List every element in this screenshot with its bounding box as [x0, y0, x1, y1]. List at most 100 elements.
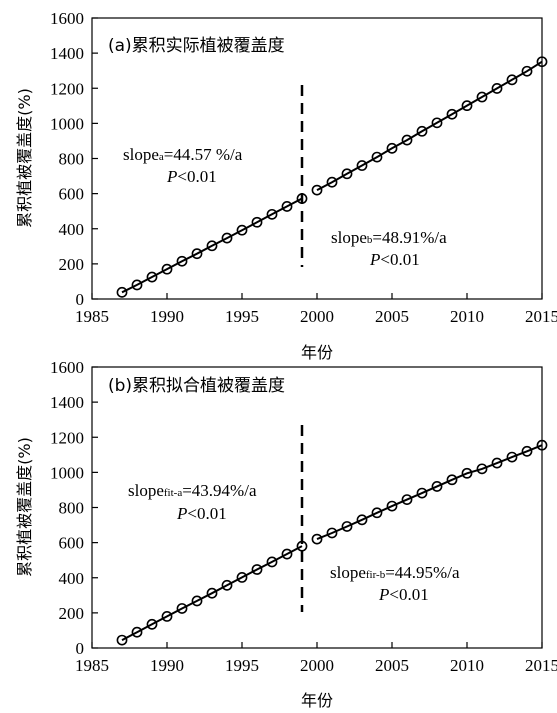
panel-b-x-tick-label-1: 1990 — [150, 656, 184, 675]
panel-a-y-tick-label-5: 1000 — [50, 114, 84, 133]
panel-b-p-b-italic: P — [378, 585, 389, 604]
panel-a-slope-b-label: slopeb=48.91%/a — [331, 228, 447, 247]
panel-b-x-tick-label-4: 2005 — [375, 656, 409, 675]
panel-a-series-1-point-0 — [311, 184, 323, 196]
panel-b-x-axis-title: 年份 — [301, 691, 333, 710]
panel-a-slope-b-sub: b — [367, 234, 373, 246]
panel-b-p-b-rest: <0.01 — [389, 585, 428, 604]
panel-a-series-0-point-5 — [191, 248, 203, 260]
panel-b-series-1-point-10 — [461, 467, 473, 479]
panel-b-series-1-point-8 — [431, 481, 443, 492]
panel-b-series-1-point-1 — [326, 527, 338, 539]
panel-a-series-0-point-6 — [206, 240, 218, 252]
panel-a-x-axis-title: 年份 — [301, 343, 333, 362]
panel-a-p-b-italic: P — [369, 250, 380, 269]
panel-a-series-0-line — [121, 197, 303, 294]
panel-b-slope-a-value: =43.94%/a — [182, 481, 257, 500]
panel-b-y-tick-label-8: 1600 — [50, 358, 84, 377]
panel-a-y-tick-label-6: 1200 — [50, 79, 84, 98]
panel-a-p-a-label: P<0.01 — [166, 167, 217, 186]
panel-b-plot-frame — [91, 366, 543, 649]
panel-a-series-1-point-7 — [416, 125, 428, 137]
panel-a-series-1-point-4 — [371, 151, 383, 163]
panel-b-slope-b-sub: fir-b — [366, 569, 386, 581]
panel-b-y-tick-label-2: 400 — [59, 569, 85, 588]
panel-a-x-tick-label-3: 2000 — [300, 307, 334, 326]
panel-b-series-0-point-9 — [251, 564, 263, 575]
panel-b-y-tick-label-6: 1200 — [50, 428, 84, 447]
panel-a-series-1-point-5 — [386, 142, 398, 154]
panel-a-x-tick-label-1: 1990 — [150, 307, 184, 326]
panel-b-series-1-point-4 — [371, 507, 383, 519]
panel-b-y-tick-label-4: 800 — [59, 499, 85, 518]
panel-a-series-1-point-11 — [476, 91, 488, 103]
panel-b-series-1-point-9 — [446, 474, 458, 486]
panel-a-y-tick-label-1: 200 — [59, 255, 85, 274]
panel-a-slope-b-main: slope — [331, 228, 367, 247]
panel-a-series-1-point-14 — [521, 65, 533, 77]
panel-b-series-0-point-4 — [176, 603, 188, 614]
panel-b-series-0-point-8 — [236, 571, 248, 583]
panel-a-p-b-label: P<0.01 — [369, 250, 420, 269]
panel-a-p-b-rest: <0.01 — [380, 250, 419, 269]
panel-b-x-tick-label-6: 2015 — [525, 656, 557, 675]
panel-b-y-ticks: 0 200 400 600 800 1000 1200 1400 1600 — [50, 358, 98, 658]
panel-b-series-1-point-5 — [386, 500, 398, 512]
panel-a-y-tick-label-2: 400 — [59, 220, 85, 239]
panel-a-slope-a-label: slopea=44.57 %/a — [123, 145, 243, 164]
panel-a-p-a-rest: <0.01 — [177, 167, 216, 186]
panel-a-series-1-point-12 — [491, 83, 503, 94]
panel-b-series-0-point-7 — [221, 579, 233, 591]
panel-b-series — [116, 439, 548, 646]
panel-b-series-1-line — [316, 444, 543, 541]
panel-b-y-tick-label-0: 0 — [76, 639, 85, 658]
panel-a-series-0-point-0 — [116, 286, 128, 298]
panel-a-x-tick-label-0: 1985 — [75, 307, 109, 326]
panel-b-y-tick-label-7: 1400 — [50, 393, 84, 412]
panel-b-p-b-label: P<0.01 — [378, 585, 429, 604]
panel-b-series-1-point-14 — [521, 445, 533, 457]
panel-a-series-0-point-12 — [296, 193, 308, 204]
panel-a-series-1-line — [316, 60, 543, 191]
panel-a-p-a-italic: P — [166, 167, 177, 186]
panel-b-series-1-point-13 — [506, 451, 518, 463]
panel-a-series-0-point-1 — [131, 279, 143, 291]
panel-a-y-axis-title: 累积植被覆盖度(%) — [15, 88, 34, 228]
panel-a-title: (a)累积实际植被覆盖度 — [108, 36, 285, 56]
panel-a-series-1-point-13 — [506, 74, 518, 86]
panel-b-x-tick-label-2: 1995 — [225, 656, 259, 675]
panel-a-y-tick-label-8: 1600 — [50, 9, 84, 28]
panel-a-series-1-point-8 — [431, 117, 443, 129]
panel-b-slope-b-main: slope — [330, 563, 366, 582]
panel-a-y-tick-label-4: 800 — [59, 150, 85, 169]
panel-b-series-1-point-3 — [356, 514, 368, 526]
panel-a-series-1-point-15 — [536, 56, 548, 68]
panel-b-series-0-point-6 — [206, 587, 218, 599]
panel-a-series-0-point-11 — [281, 201, 293, 212]
panel-a-series-0-point-4 — [176, 255, 188, 267]
panel-b-series-0-point-3 — [161, 610, 173, 622]
panel-b-x-tick-label-0: 1985 — [75, 656, 109, 675]
panel-b-title: (b)累积拟合植被覆盖度 — [108, 376, 285, 396]
panel-b-y-axis-title: 累积植被覆盖度(%) — [15, 437, 34, 577]
panel-a-series-0-point-9 — [251, 216, 263, 228]
panel-b-y-tick-label-5: 1000 — [50, 463, 84, 482]
panel-b-series-1-point-2 — [341, 521, 353, 532]
panel-a-series-0-point-8 — [236, 224, 248, 236]
panel-b-series-0-line — [121, 545, 303, 641]
panel-b-series-0-point-10 — [266, 556, 278, 568]
panel-b-x-tick-label-5: 2010 — [450, 656, 484, 675]
panel-a-slope-a-main: slope — [123, 145, 159, 164]
panel-a-slope-b-value: =48.91%/a — [372, 228, 447, 247]
panel-b-y-tick-label-3: 600 — [59, 534, 85, 553]
panel-b-p-a-italic: P — [176, 504, 187, 523]
panel-b-series-1-point-6 — [401, 494, 413, 505]
panel-a-x-tick-label-2: 1995 — [225, 307, 259, 326]
panel-a-series-0-point-3 — [161, 263, 173, 275]
panel-b-series-0-point-1 — [131, 626, 143, 638]
panel-b-series-0-point-0 — [116, 634, 128, 646]
panel-a-series-0-point-10 — [266, 208, 278, 220]
